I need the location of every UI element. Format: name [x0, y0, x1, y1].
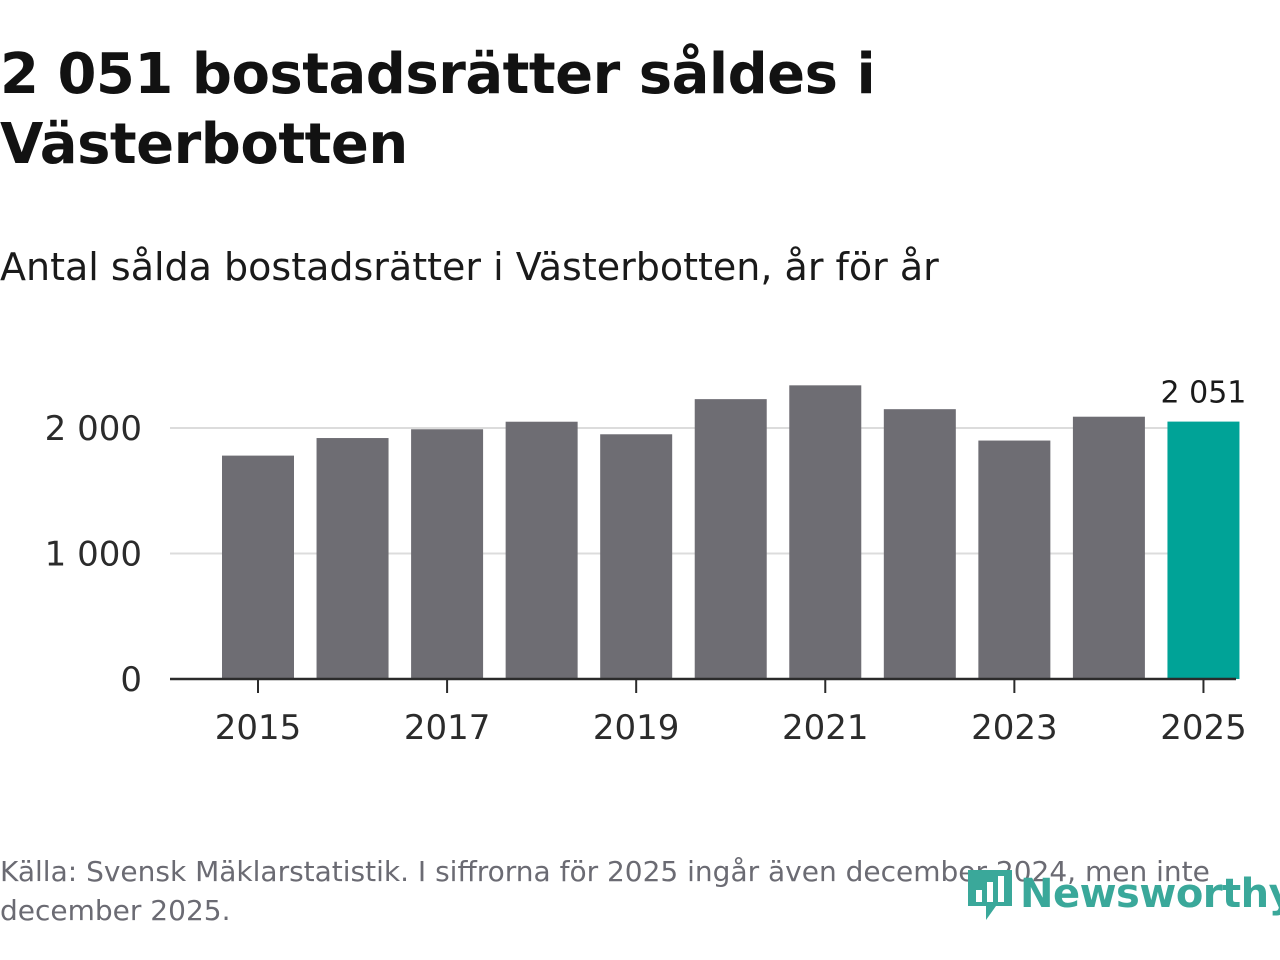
x-tick-label: 2015	[215, 708, 302, 748]
bar-2020	[694, 399, 767, 679]
bar-2017	[411, 429, 484, 679]
labels: 0 1 000 2 000 2015 2017 2019 2021 2023 2025 2 051	[45, 376, 1247, 748]
x-tick-label: 2025	[1160, 708, 1247, 748]
axes	[170, 677, 1236, 693]
bar-2024	[1072, 416, 1145, 679]
newsworthy-logo-icon	[968, 870, 1012, 920]
chart-subtitle: Antal sålda bostadsrätter i Västerbotten…	[0, 245, 939, 289]
bar-2019	[600, 434, 673, 679]
newsworthy-logo: Newsworthy	[962, 862, 1280, 926]
chart-title: 2 051 bostadsrätter såldes i Västerbotte…	[0, 42, 876, 177]
x-tick-label: 2023	[971, 708, 1058, 748]
bar-2023	[978, 440, 1051, 679]
data-label: 2 051	[1161, 376, 1247, 411]
bar-chart: 0 1 000 2 000 2015 2017 2019 2021 2023 2025 2 051	[45, 376, 1247, 748]
newsworthy-logo-text: Newsworthy	[1020, 871, 1280, 917]
y-tick-label: 1 000	[45, 535, 142, 575]
bar-2015	[222, 455, 294, 679]
bars	[222, 385, 1240, 679]
y-tick-label: 0	[120, 660, 142, 700]
bar-2018	[505, 421, 578, 679]
bar-2016	[316, 438, 389, 679]
bar-2022	[883, 409, 956, 679]
x-tick-label: 2017	[404, 708, 491, 748]
x-tick-label: 2019	[593, 708, 680, 748]
bar-2025	[1167, 421, 1240, 679]
bar-2021	[789, 385, 862, 679]
x-tick-label: 2021	[782, 708, 869, 748]
y-tick-label: 2 000	[45, 409, 142, 449]
